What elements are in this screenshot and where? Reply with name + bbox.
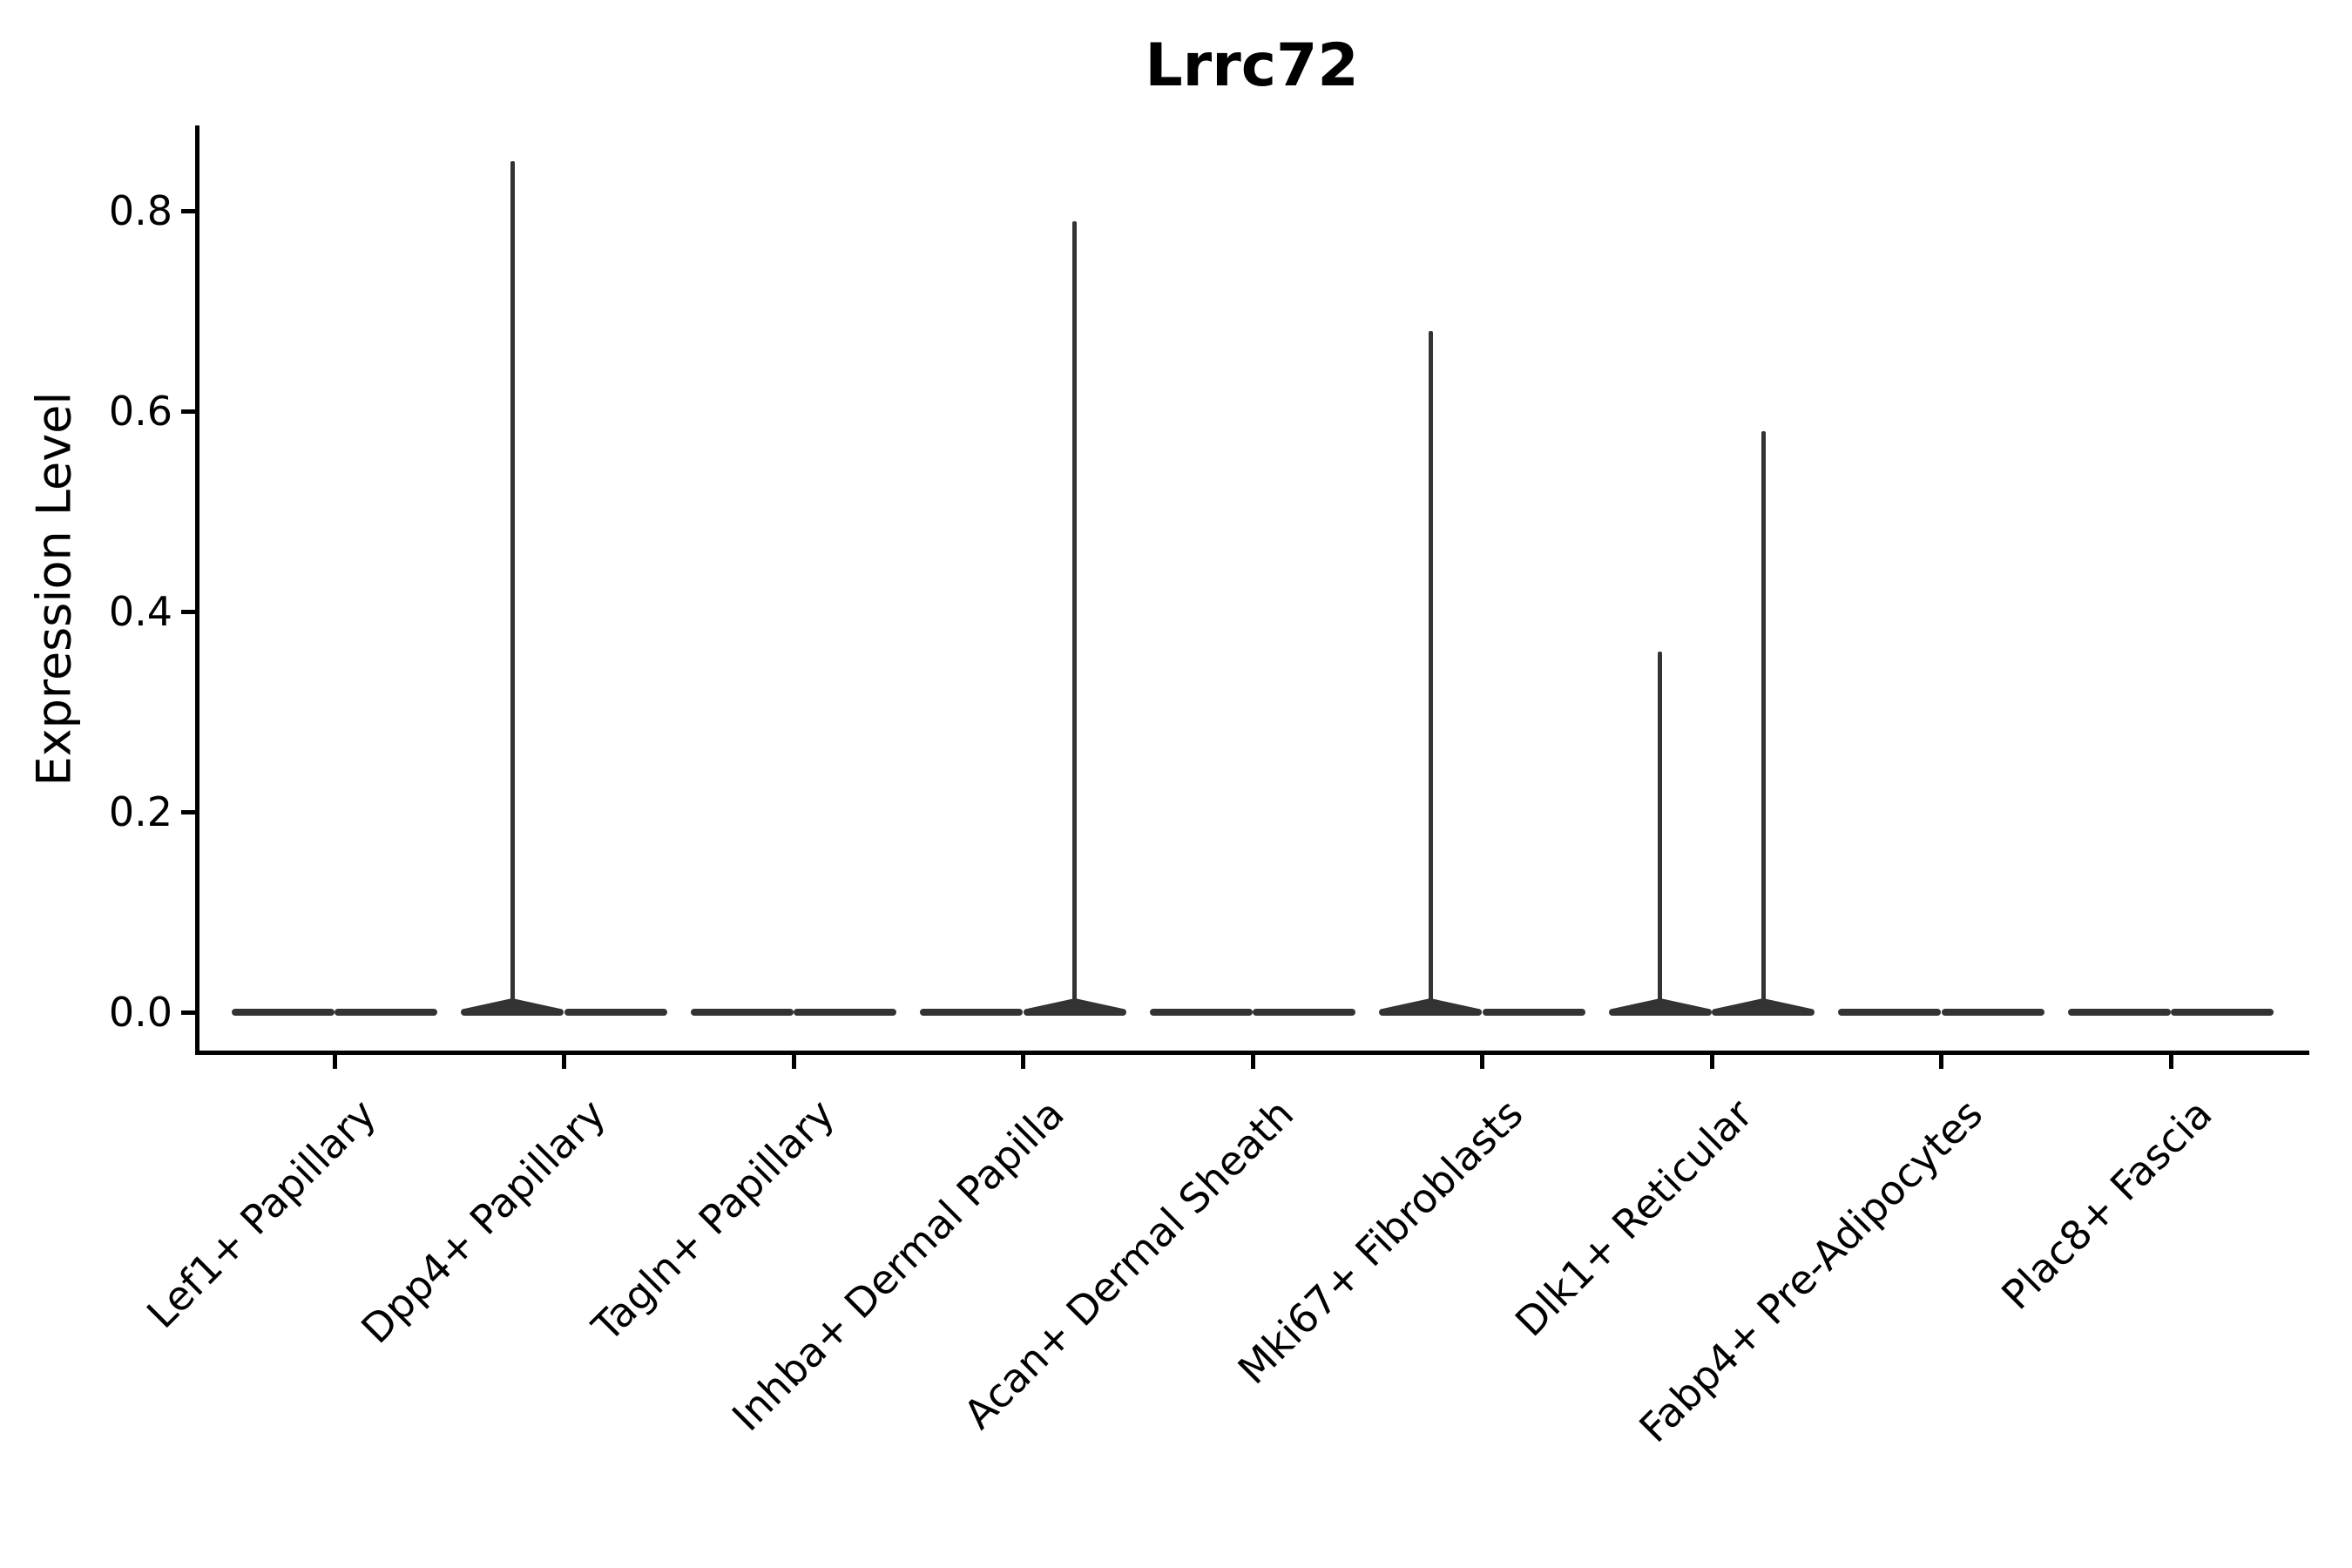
x-tick-mark xyxy=(791,1055,796,1069)
x-tick-label: Tagln+ Papillary xyxy=(583,1090,844,1351)
violin-body xyxy=(794,1009,897,1016)
y-tick-mark xyxy=(181,609,195,614)
y-tick-label: 0.2 xyxy=(108,788,172,835)
violin-body xyxy=(2067,1009,2171,1016)
violin-body xyxy=(1712,1009,1815,1016)
x-tick-mark xyxy=(1939,1055,1943,1069)
violin-body xyxy=(1253,1009,1356,1016)
x-tick-label: Dlk1+ Reticular xyxy=(1506,1090,1762,1346)
x-tick-mark xyxy=(1480,1055,1484,1069)
violin-spike xyxy=(1072,220,1078,1012)
x-tick-label: Plac8+ Fascia xyxy=(1992,1090,2221,1319)
y-tick-label: 0.4 xyxy=(108,588,172,635)
violin-spike xyxy=(510,160,515,1012)
x-tick-label: Lef1+ Papillary xyxy=(137,1090,385,1338)
violin-body xyxy=(1838,1009,1942,1016)
violin-spike xyxy=(1428,331,1433,1012)
y-tick-label: 0.8 xyxy=(108,187,172,234)
y-tick-mark xyxy=(181,208,195,213)
y-tick-mark xyxy=(181,809,195,814)
x-tick-mark xyxy=(1709,1055,1714,1069)
violin-body xyxy=(335,1009,438,1016)
y-tick-mark xyxy=(181,1010,195,1015)
violin-spike xyxy=(1761,431,1766,1012)
violin-body xyxy=(564,1009,667,1016)
x-axis-spine xyxy=(195,1051,2309,1055)
violin-body xyxy=(1608,1009,1712,1016)
y-axis-spine xyxy=(195,125,199,1055)
violin-body xyxy=(920,1009,1024,1016)
violin-body xyxy=(461,1009,564,1016)
violin-body xyxy=(1941,1009,2044,1016)
x-tick-mark xyxy=(562,1055,566,1069)
x-tick-mark xyxy=(1250,1055,1255,1069)
violin-body xyxy=(1149,1009,1253,1016)
y-tick-label: 0.6 xyxy=(108,388,172,435)
y-tick-mark xyxy=(181,409,195,414)
x-tick-mark xyxy=(332,1055,337,1069)
violin-body xyxy=(1482,1009,1585,1016)
y-axis-label: Expression Level xyxy=(26,391,82,787)
violin-body xyxy=(1379,1009,1483,1016)
violin-body xyxy=(231,1009,335,1016)
x-tick-label: Dpp4+ Papillary xyxy=(351,1090,614,1353)
x-tick-mark xyxy=(2168,1055,2173,1069)
violin-spike xyxy=(1658,652,1663,1012)
violin-body xyxy=(2171,1009,2274,1016)
chart-title: Lrrc72 xyxy=(1145,31,1359,100)
violin-body xyxy=(1023,1009,1126,1016)
x-tick-mark xyxy=(1021,1055,1025,1069)
violin-body xyxy=(690,1009,794,1016)
y-tick-label: 0.0 xyxy=(108,989,172,1036)
